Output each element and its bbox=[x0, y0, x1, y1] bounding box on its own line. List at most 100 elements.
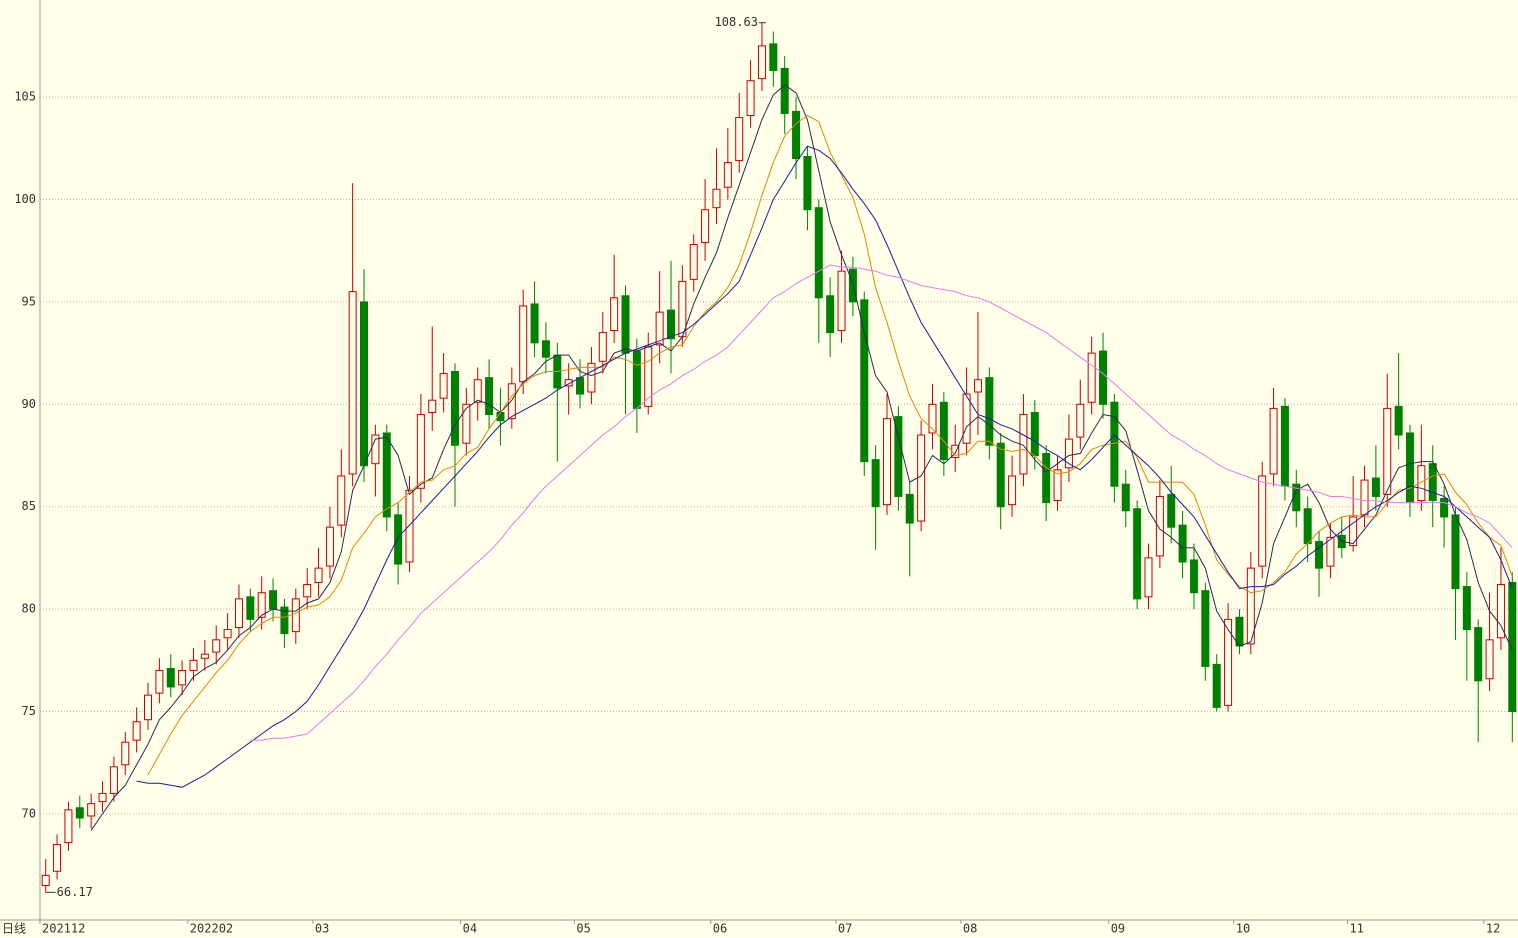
candle-body bbox=[257, 592, 266, 618]
x-tick-label: 10 bbox=[1236, 922, 1250, 936]
candle-body bbox=[155, 670, 164, 694]
candle-body bbox=[98, 792, 107, 803]
candle-body bbox=[1496, 584, 1505, 639]
candle-body bbox=[1189, 559, 1198, 594]
y-tick-label: 100 bbox=[14, 192, 36, 206]
candle-body bbox=[337, 475, 346, 526]
candle-body bbox=[655, 311, 664, 346]
candle-body bbox=[1326, 536, 1335, 567]
x-tick-label: 12 bbox=[1486, 922, 1500, 936]
candle-body bbox=[212, 639, 221, 653]
candle-body bbox=[541, 340, 550, 358]
candle-body bbox=[1155, 495, 1164, 557]
candle-body bbox=[1371, 477, 1380, 497]
candle-body bbox=[109, 766, 118, 794]
candle-body bbox=[1201, 590, 1210, 667]
candle-body bbox=[1440, 498, 1449, 518]
y-tick-label: 105 bbox=[14, 90, 36, 104]
candle-body bbox=[1008, 475, 1017, 506]
candle-body bbox=[610, 297, 619, 332]
candle-body bbox=[428, 399, 437, 413]
y-tick-label: 85 bbox=[22, 499, 36, 513]
candle-body bbox=[360, 301, 369, 467]
candle-body bbox=[450, 371, 459, 446]
candle-body bbox=[701, 209, 710, 243]
candle-body bbox=[939, 401, 948, 461]
candle-body bbox=[1099, 350, 1108, 405]
moving-average-line bbox=[90, 84, 1513, 831]
x-tick-label: 11 bbox=[1349, 922, 1363, 936]
candle-body bbox=[234, 598, 243, 629]
candle-body bbox=[894, 416, 903, 497]
candle-body bbox=[87, 803, 96, 817]
candle-body bbox=[666, 309, 675, 340]
candle-body bbox=[1474, 627, 1483, 682]
x-tick-label: 05 bbox=[576, 922, 590, 936]
candle-body bbox=[1428, 463, 1437, 502]
candle-body bbox=[883, 418, 892, 506]
y-tick-label: 95 bbox=[22, 294, 36, 308]
candle-body bbox=[1360, 479, 1369, 516]
candle-body bbox=[53, 844, 62, 872]
candle-body bbox=[1405, 432, 1414, 504]
candle-body bbox=[871, 459, 880, 508]
candle-body bbox=[780, 67, 789, 114]
candle-body bbox=[121, 741, 130, 766]
candle-body bbox=[371, 434, 380, 465]
candle-body bbox=[394, 514, 403, 565]
candle-body bbox=[1349, 516, 1358, 547]
moving-average-line bbox=[136, 145, 1513, 788]
candle-body bbox=[1076, 403, 1085, 438]
candle-body bbox=[189, 659, 198, 672]
candle-body bbox=[1064, 438, 1073, 469]
candle-body bbox=[746, 80, 755, 117]
candle-body bbox=[712, 188, 721, 209]
candle-body bbox=[178, 670, 187, 686]
candle-body bbox=[132, 721, 141, 741]
candle-body bbox=[564, 379, 573, 387]
candle-body bbox=[348, 291, 357, 475]
candle-body bbox=[962, 393, 971, 444]
y-tick-label: 70 bbox=[22, 806, 36, 820]
candle-body bbox=[723, 162, 732, 188]
candle-body bbox=[905, 493, 914, 524]
x-tick-label: 06 bbox=[713, 922, 727, 936]
candle-body bbox=[223, 629, 232, 639]
candle-body bbox=[200, 653, 209, 659]
x-tick-label: 202112 bbox=[42, 922, 85, 936]
candle-body bbox=[996, 442, 1005, 508]
y-tick-label: 80 bbox=[22, 602, 36, 616]
candle-body bbox=[485, 377, 494, 416]
candle-body bbox=[917, 434, 926, 522]
candle-body bbox=[928, 403, 937, 434]
candle-body bbox=[1462, 586, 1471, 631]
candle-body bbox=[792, 110, 801, 160]
candle-body bbox=[1030, 411, 1039, 456]
candle-body bbox=[1224, 618, 1233, 706]
candle-body bbox=[1110, 401, 1119, 487]
candle-body bbox=[769, 43, 778, 71]
candle-body bbox=[166, 667, 175, 688]
candle-body bbox=[1383, 407, 1392, 495]
x-tick-label: 08 bbox=[963, 922, 977, 936]
candle-body bbox=[462, 403, 471, 444]
candle-body bbox=[280, 606, 289, 635]
candle-body bbox=[826, 295, 835, 334]
candle-body bbox=[1508, 581, 1517, 713]
candle-body bbox=[803, 155, 812, 211]
x-tick-label: 04 bbox=[463, 922, 477, 936]
candle-body bbox=[1417, 465, 1426, 502]
moving-average-line bbox=[147, 114, 1513, 776]
candle-body bbox=[1053, 469, 1062, 502]
candle-body bbox=[269, 590, 278, 610]
candle-body bbox=[1485, 639, 1494, 680]
candle-body bbox=[144, 694, 153, 721]
moving-average-line bbox=[250, 264, 1513, 741]
candle-body bbox=[439, 373, 448, 399]
x-tick-label: 03 bbox=[315, 922, 329, 936]
candle-body bbox=[303, 584, 312, 598]
candle-body bbox=[41, 874, 50, 887]
candle-body bbox=[1042, 452, 1051, 504]
candle-body bbox=[64, 809, 73, 844]
